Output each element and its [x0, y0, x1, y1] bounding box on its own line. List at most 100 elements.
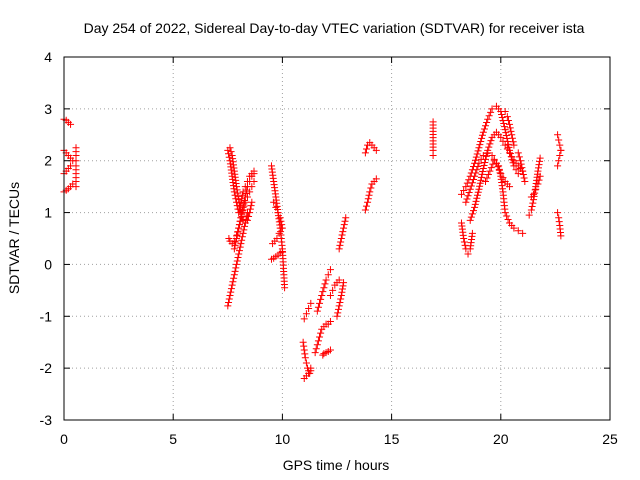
data-point — [527, 206, 535, 214]
data-point — [232, 238, 240, 246]
series-arc-9b — [270, 198, 286, 232]
data-point — [508, 134, 516, 142]
data-point — [338, 285, 346, 293]
data-point — [302, 359, 310, 367]
data-point — [460, 235, 468, 242]
data-point — [531, 189, 539, 197]
data-point — [466, 216, 474, 224]
data-point — [235, 224, 243, 232]
data-point — [528, 203, 536, 211]
data-point — [504, 140, 512, 148]
data-point — [326, 317, 334, 325]
data-point — [361, 206, 369, 214]
data-point — [554, 131, 562, 139]
data-point — [320, 284, 328, 292]
data-point — [482, 177, 490, 185]
data-point — [337, 292, 345, 300]
data-point — [326, 346, 334, 354]
data-point — [467, 213, 475, 221]
data-point — [478, 170, 486, 178]
data-point — [239, 203, 247, 211]
data-point — [338, 288, 346, 296]
data-point — [555, 136, 563, 144]
data-point — [243, 186, 251, 194]
data-point — [246, 205, 254, 213]
data-point — [233, 231, 241, 239]
data-point — [367, 184, 375, 192]
axis-ticks — [63, 56, 611, 421]
data-point — [475, 185, 483, 193]
data-point — [246, 188, 254, 196]
data-point — [275, 229, 283, 237]
data-point — [250, 170, 258, 178]
data-point — [498, 114, 506, 121]
data-point — [235, 250, 243, 258]
data-point — [334, 309, 342, 317]
data-point — [362, 202, 370, 210]
series-arc-7e — [230, 170, 258, 253]
data-point — [300, 315, 308, 323]
data-point — [496, 169, 504, 177]
data-point — [477, 138, 485, 146]
x-tick-label: 5 — [169, 431, 177, 447]
data-point — [229, 278, 237, 286]
x-tick-label: 10 — [275, 431, 291, 447]
data-point — [535, 176, 543, 184]
data-point — [235, 247, 243, 255]
series-arc-14b — [361, 175, 380, 214]
data-point — [241, 222, 249, 230]
data-point — [474, 188, 482, 196]
data-point — [476, 179, 484, 187]
data-point — [557, 146, 565, 154]
data-point — [482, 122, 490, 130]
data-point — [238, 191, 246, 199]
data-point — [532, 185, 540, 193]
y-tick-label: 4 — [44, 49, 52, 65]
data-point — [230, 271, 238, 279]
data-point — [472, 153, 480, 161]
data-point — [530, 190, 538, 198]
data-point — [337, 295, 345, 303]
data-point — [521, 177, 529, 185]
data-point — [307, 299, 315, 307]
series-arc-11c — [300, 299, 315, 323]
data-point — [234, 192, 242, 200]
data-point — [507, 127, 515, 135]
data-point — [72, 183, 80, 191]
data-point — [228, 281, 236, 289]
data-point — [241, 196, 249, 204]
series-arc-12b — [326, 276, 343, 300]
data-point — [555, 214, 563, 222]
series-arc-20a — [501, 107, 518, 149]
data-point — [474, 147, 482, 155]
data-point — [480, 125, 488, 133]
data-point — [483, 174, 491, 182]
series-arc-22c — [554, 209, 565, 240]
data-point — [365, 191, 373, 199]
data-point — [317, 329, 325, 337]
chart-title: Day 254 of 2022, Sidereal Day-to-day VTE… — [84, 20, 585, 36]
data-point — [473, 194, 481, 202]
data-point — [273, 235, 281, 242]
data-point — [471, 172, 479, 180]
data-point — [233, 183, 241, 191]
data-point — [341, 217, 349, 225]
data-point — [227, 148, 235, 156]
data-point — [339, 228, 347, 236]
data-point — [506, 183, 514, 191]
data-point — [364, 195, 372, 203]
data-point — [477, 155, 485, 163]
data-point — [316, 333, 324, 341]
data-point — [233, 235, 241, 242]
series-arc-21b — [525, 154, 544, 219]
data-point — [500, 120, 508, 128]
data-point — [302, 310, 310, 318]
data-point — [468, 229, 476, 237]
data-point — [535, 161, 543, 169]
data-point — [501, 209, 509, 217]
data-point — [506, 124, 514, 132]
data-point — [475, 159, 483, 167]
data-point — [501, 126, 509, 134]
data-point — [485, 143, 493, 151]
data-point — [464, 192, 472, 200]
